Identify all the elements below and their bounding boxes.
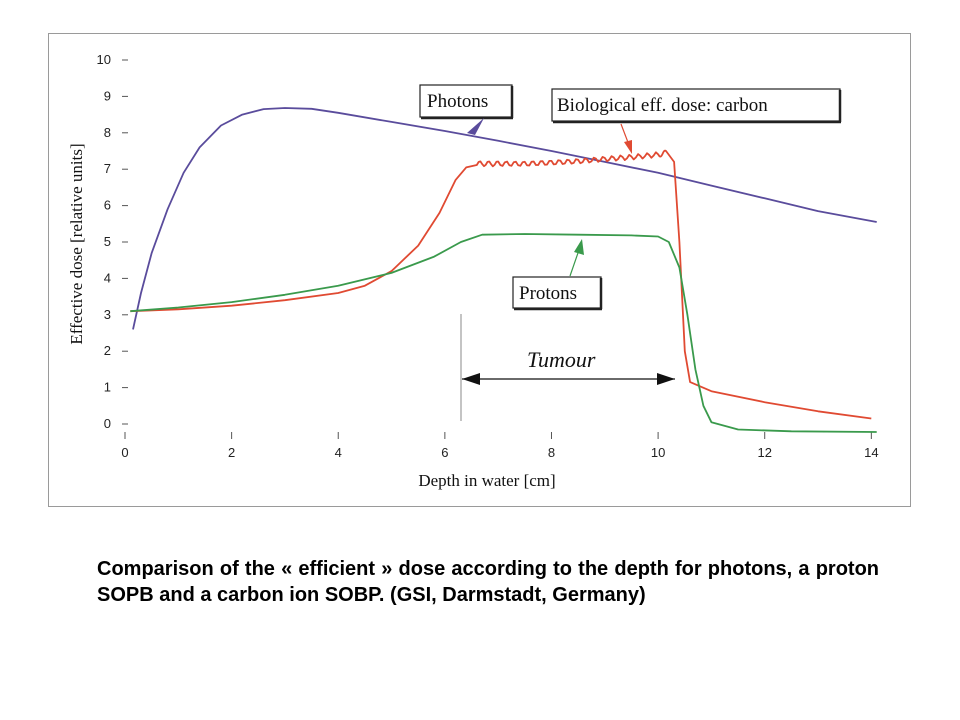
y-tick-label: 3 [104,307,111,322]
x-tick-label: 0 [121,445,128,460]
y-tick-label: 4 [104,270,111,285]
x-tick-label: 14 [864,445,878,460]
y-tick-label: 2 [104,343,111,358]
x-tick-label: 10 [651,445,665,460]
figure-caption: Comparison of the « efficient » dose acc… [97,558,879,606]
x-axis-title: Depth in water [cm] [418,471,555,490]
photons-arrow [467,118,484,135]
x-tick-label: 12 [757,445,771,460]
photons-label: Photons [427,91,488,112]
series-line-photons [132,107,877,330]
y-tick-label: 0 [104,416,111,431]
x-tick-label: 8 [548,445,555,460]
protons-label: Protons [519,283,577,304]
x-tick-label: 6 [441,445,448,460]
series-line-biological-eff-dose-carbon [130,149,872,420]
y-tick-label: 8 [104,125,111,140]
x-tick-label: 4 [335,445,342,460]
y-tick-label: 1 [104,380,111,395]
x-tick-label: 2 [228,445,235,460]
y-tick-label: 9 [104,88,111,103]
y-tick-label: 10 [97,52,111,67]
chart-frame: 0 1 2 3 4 5 6 7 8 9 10 0 2 4 6 8 10 12 14 Depth in water [c… [48,33,911,507]
tumour-label: Tumour [527,347,596,372]
tumour-arrow-right [657,373,675,385]
y-tick-label: 6 [104,198,111,213]
annotations: Photons Biological eff. dose: carbon Pro… [419,84,842,421]
carbon-arrow [624,140,632,154]
photons-callout: Photons [419,84,514,135]
tumour-range: Tumour [460,314,675,421]
carbon-label: Biological eff. dose: carbon [557,95,768,116]
carbon-callout: Biological eff. dose: carbon [551,88,842,154]
series-lines [130,107,877,433]
y-tick-label: 7 [104,161,111,176]
protons-callout: Protons [512,239,603,311]
tumour-arrow-left [462,373,480,385]
y-tick-label: 5 [104,234,111,249]
y-axis-title: Effective dose [relative units] [67,143,86,344]
protons-arrow [574,239,584,255]
series-line-protons [130,233,877,433]
